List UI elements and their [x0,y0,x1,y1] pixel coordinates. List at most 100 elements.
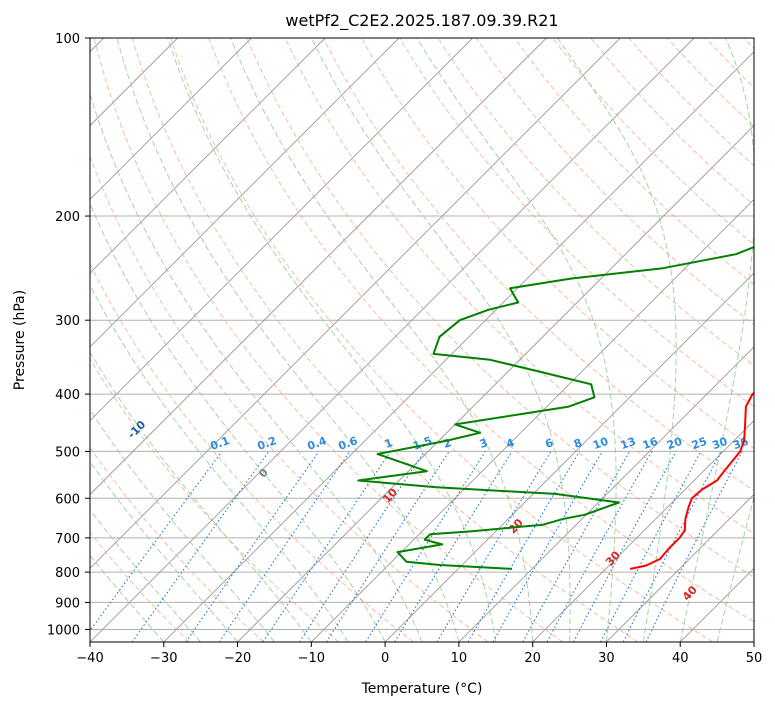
x-tick-label: −20 [224,651,251,666]
mixing-ratio-line [325,451,450,642]
moist-adiabat-line [230,38,534,642]
y-tick-label: 1000 [47,623,80,638]
x-tick-label: −30 [150,651,177,666]
mixing-ratio-label: 20 [665,435,684,453]
dry-adiabat-line [361,38,754,449]
moist-adiabat-line [116,38,460,642]
dry-adiabat-line [131,38,639,642]
isotherm-line [90,38,473,422]
moist-adiabat-line [90,351,312,642]
mixing-ratio-line [436,451,552,642]
moist-adiabat-line [90,460,238,642]
mixing-ratio-label: 2 [442,436,454,451]
dry-adiabat-line [90,262,414,642]
y-tick-label: 300 [55,314,80,329]
isotherm-line [163,51,754,642]
mixing-ratio-label: 1.5 [411,434,434,453]
mixing-ratio-label: 0.4 [306,434,329,453]
moist-adiabat-line [90,284,349,642]
isotherm-line [90,38,695,642]
x-tick-label: 10 [451,651,468,666]
y-tick-label: 100 [55,32,80,47]
dry-adiabat-line [322,38,754,492]
y-tick-label: 900 [55,596,80,611]
chart-title: wetPf2_C2E2.2025.187.09.39.R21 [285,11,558,31]
mixing-ratio-line [90,451,223,632]
mixing-ratio-lines [90,451,743,642]
dry-adiabat-line [628,38,754,167]
moist-adiabat-line [310,38,571,642]
mixing-ratio-label: 10 [591,435,610,453]
y-tick-label: 700 [55,532,80,547]
dry-adiabat-line [437,38,754,367]
mixing-ratio-label: 13 [619,435,638,452]
temperature-profile-line [629,391,754,570]
x-tick-label: 30 [598,651,615,666]
moist-adiabat-line [90,508,202,642]
moist-adiabat-line [90,92,423,642]
moist-adiabat-line [90,554,165,642]
mixing-ratio-line [573,451,677,642]
moist-adiabats [90,38,754,642]
isotherm-line [606,493,754,642]
y-tick-label: 800 [55,566,80,581]
x-tick-label: −10 [298,651,325,666]
x-axis-ticks: −40 −30 −20 −10 0 10 20 30 40 50 [76,642,762,666]
sounding-profiles [357,245,754,570]
isotherm-line [384,272,754,642]
mixing-ratio-line [218,451,351,642]
isotherm-line [237,124,754,642]
mixing-ratio-label: 0.1 [209,434,232,453]
x-tick-label: 0 [381,651,389,666]
mixing-ratio-label: 8 [572,436,584,451]
dry-adiabats [90,38,754,642]
y-axis-label: Pressure (hPa) [12,290,28,390]
moist-adiabat-line [90,202,386,642]
y-tick-label: 500 [55,445,80,460]
mixing-ratio-label: 1 [383,436,395,451]
mixing-ratio-label: 4 [504,436,516,451]
mixing-ratio-line [522,451,631,642]
isotherm-line [90,38,400,348]
moist-adiabat-line [416,38,617,642]
isotherm-line [90,38,621,569]
y-tick-label: 600 [55,492,80,507]
dry-adiabat-line [170,38,713,642]
mixing-ratio-label: 36 [731,435,750,453]
mixing-ratio-line [546,451,653,642]
y-tick-label: 200 [55,210,80,225]
plot-frame [89,37,755,643]
moist-adiabat-line [679,38,754,642]
dry-adiabat-line [475,38,754,326]
mixing-ratio-label: 30 [710,435,729,453]
x-tick-label: 50 [746,651,763,666]
mixing-ratio-label: 0.6 [337,434,360,453]
x-tick-label: −40 [76,651,103,666]
x-axis-label: Temperature (°C) [361,681,483,697]
y-axis-ticks: 100 200 300 400 500 600 700 800 900 1000 [47,32,90,638]
mixing-ratio-label: 25 [690,435,709,452]
mixing-ratio-label: 6 [543,436,555,451]
mixing-ratio-label: 3 [478,436,490,451]
skewed-isotherms [90,38,754,642]
isotherm-line [90,38,547,496]
dry-adiabat-line [93,38,564,642]
moist-adiabat-line [556,38,677,642]
moist-adiabat-line [90,408,275,642]
x-tick-label: 40 [672,651,689,666]
dry-adiabat-line [399,38,754,408]
mixing-ratio-line [492,451,603,642]
isotherm-line [90,38,252,200]
x-tick-label: 20 [524,651,541,666]
dry-adiabat-line [208,38,754,623]
mixing-ratio-line [467,451,581,642]
dewpoint-profile-line [357,245,754,570]
isotherm-line [458,346,754,642]
y-tick-label: 400 [55,388,80,403]
mixing-ratio-line [131,451,270,642]
mixing-ratio-line [394,451,513,642]
dry-adiabat-line [552,38,754,246]
dry-adiabat-line [90,531,190,642]
isotherm-line [90,38,326,274]
